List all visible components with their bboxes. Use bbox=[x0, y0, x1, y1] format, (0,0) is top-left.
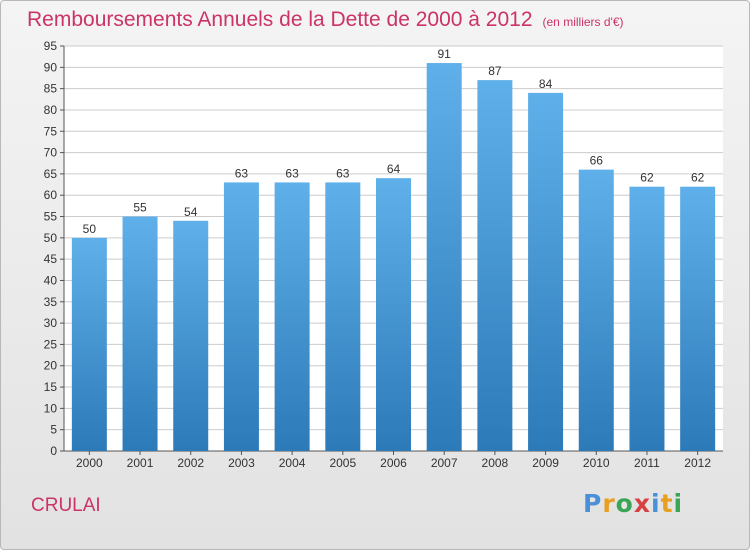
bar bbox=[376, 178, 411, 451]
data-label: 63 bbox=[285, 166, 299, 180]
x-tick-label: 2002 bbox=[177, 456, 204, 470]
logo-letter: r bbox=[602, 489, 616, 518]
data-label: 62 bbox=[640, 171, 654, 185]
bar bbox=[477, 80, 513, 452]
x-tick-label: 2007 bbox=[431, 456, 458, 470]
data-label: 91 bbox=[438, 47, 452, 61]
y-tick-label: 75 bbox=[44, 124, 58, 138]
y-tick-label: 65 bbox=[44, 167, 58, 181]
bar bbox=[528, 92, 564, 451]
x-tick-label: 2009 bbox=[532, 456, 559, 470]
commune-name: CRULAI bbox=[31, 495, 101, 516]
y-tick-label: 0 bbox=[50, 444, 57, 458]
y-tick-label: 35 bbox=[44, 295, 58, 309]
y-tick-label: 80 bbox=[44, 103, 58, 117]
y-tick-label: 25 bbox=[44, 337, 58, 351]
y-tick-label: 15 bbox=[44, 380, 58, 394]
bar bbox=[173, 220, 209, 451]
chart-title: Remboursements Annuels de la Dette de 20… bbox=[27, 8, 624, 32]
x-tick-label: 2010 bbox=[583, 456, 610, 470]
y-tick-label: 30 bbox=[44, 316, 58, 330]
data-label: 66 bbox=[590, 154, 604, 168]
data-label: 63 bbox=[235, 166, 249, 180]
y-tick-label: 20 bbox=[44, 359, 58, 373]
logo-letter: P bbox=[583, 489, 603, 518]
x-tick-label: 2003 bbox=[228, 456, 255, 470]
logo-letter: i bbox=[651, 489, 661, 518]
x-tick-label: 2006 bbox=[380, 456, 407, 470]
y-tick-label: 60 bbox=[44, 188, 58, 202]
x-tick-label: 2005 bbox=[329, 456, 356, 470]
y-tick-label: 85 bbox=[44, 82, 58, 96]
y-tick-label: 40 bbox=[44, 273, 58, 287]
data-label: 54 bbox=[184, 205, 198, 219]
x-tick-label: 2008 bbox=[482, 456, 509, 470]
data-label: 87 bbox=[488, 64, 502, 78]
bar bbox=[578, 169, 614, 451]
logo-letter: x bbox=[633, 489, 651, 518]
y-tick-label: 50 bbox=[44, 231, 58, 245]
x-tick-label: 2000 bbox=[76, 456, 103, 470]
data-label: 50 bbox=[83, 222, 97, 236]
y-tick-label: 10 bbox=[44, 401, 58, 415]
bar bbox=[325, 182, 361, 451]
bar bbox=[680, 186, 716, 451]
bar bbox=[223, 182, 259, 451]
logo-letter: i bbox=[673, 489, 684, 518]
y-tick-label: 95 bbox=[44, 39, 58, 53]
x-tick-label: 2001 bbox=[127, 456, 154, 470]
bar bbox=[274, 182, 310, 451]
x-tick-label: 2012 bbox=[684, 456, 711, 470]
proxiti-logo: Proxiti bbox=[583, 489, 683, 518]
data-label: 62 bbox=[691, 171, 705, 185]
logo-letter: t bbox=[660, 489, 674, 518]
data-label: 64 bbox=[387, 162, 401, 176]
y-tick-label: 5 bbox=[50, 423, 57, 437]
x-tick-label: 2011 bbox=[634, 456, 660, 470]
bar bbox=[629, 186, 665, 451]
data-label: 55 bbox=[133, 201, 147, 215]
y-tick-label: 90 bbox=[44, 60, 58, 74]
bar bbox=[426, 63, 462, 451]
chart-unit: (en milliers d'€) bbox=[542, 15, 624, 29]
data-label: 63 bbox=[336, 166, 350, 180]
y-tick-label: 55 bbox=[44, 210, 58, 224]
data-label: 84 bbox=[539, 77, 553, 91]
bar bbox=[71, 237, 107, 451]
y-tick-label: 45 bbox=[44, 252, 58, 266]
chart-title-text: Remboursements Annuels de la Dette de 20… bbox=[27, 8, 533, 31]
x-tick-label: 2004 bbox=[279, 456, 306, 470]
logo-letter: o bbox=[615, 489, 634, 518]
bar bbox=[122, 216, 158, 451]
y-tick-label: 70 bbox=[44, 146, 58, 160]
